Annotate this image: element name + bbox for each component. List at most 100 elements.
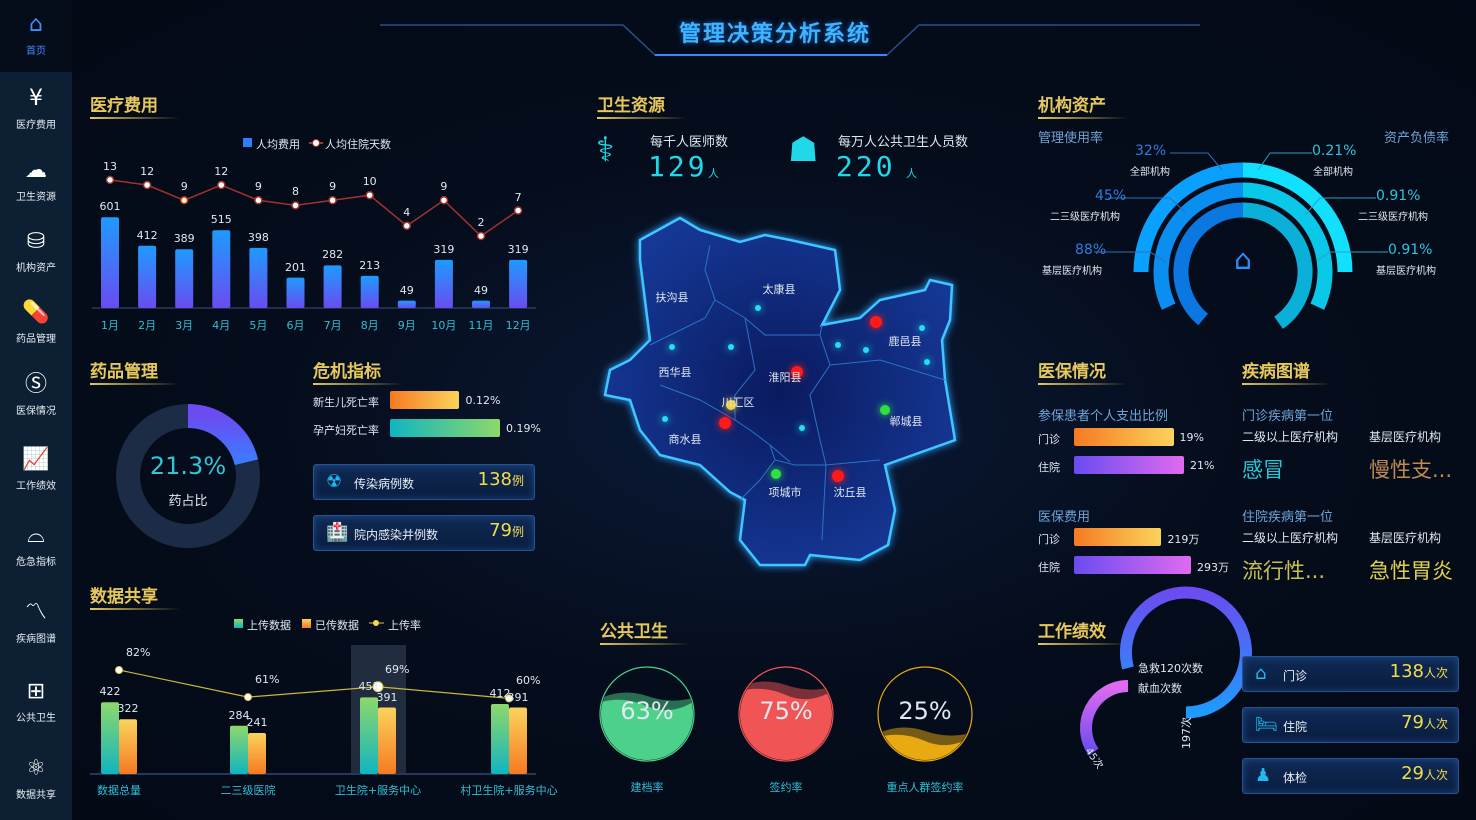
map-marker[interactable] (880, 405, 890, 415)
gauge-value: 25% (898, 697, 952, 725)
line-point[interactable] (217, 180, 226, 190)
line-point[interactable] (476, 231, 486, 241)
disease-subtitle: 住院疾病第一位 (1242, 510, 1334, 525)
bar-uploaded[interactable] (248, 733, 266, 774)
sidebar-item-9[interactable]: ⊞ 公共卫生 (0, 677, 72, 724)
line-point[interactable] (291, 201, 300, 210)
map-marker[interactable] (669, 344, 675, 350)
map-marker[interactable] (799, 425, 805, 431)
map-marker[interactable] (755, 305, 761, 311)
map-marker[interactable] (728, 344, 734, 350)
cost-label: 住院 (1038, 561, 1060, 574)
map-marker[interactable] (863, 347, 869, 353)
crisis-bar-label: 新生儿死亡率 (313, 396, 379, 409)
line-point[interactable] (402, 221, 412, 231)
bar-uploaded[interactable] (119, 719, 137, 774)
bar-7月[interactable] (323, 265, 342, 308)
performance-card[interactable]: ♟ 体检 29人次 (1242, 758, 1459, 794)
map-region-label[interactable]: 项城市 (768, 486, 802, 499)
bar-4月[interactable] (212, 230, 231, 308)
crisis-card[interactable]: 🏥 院内感染并例数 79例 (313, 515, 535, 551)
map-region-label[interactable]: 川汇区 (721, 396, 755, 409)
bar-2月[interactable] (138, 245, 157, 308)
map-region-label[interactable]: 鹿邑县 (888, 335, 922, 348)
line-point[interactable] (439, 196, 449, 205)
map-region-label[interactable]: 扶沟县 (655, 291, 689, 304)
bar-6月[interactable] (286, 277, 305, 308)
line-point[interactable] (142, 180, 152, 190)
bar-value-label: 284 (228, 708, 250, 722)
bar-upload[interactable] (360, 697, 378, 774)
drug-ratio-value: 21.3% (149, 452, 227, 480)
header-frame (380, 24, 1200, 56)
performance-card[interactable]: ⌂ 门诊 138人次 (1242, 656, 1459, 692)
line-point[interactable] (105, 175, 115, 185)
sidebar-item-2[interactable]: ☁ 卫生资源 (0, 156, 72, 203)
map-marker[interactable] (835, 342, 841, 348)
bar-12月[interactable] (509, 259, 528, 308)
rate-point[interactable] (115, 666, 123, 674)
sidebar-item-4[interactable]: 💊 药品管理 (0, 298, 72, 345)
bar-5月[interactable] (249, 247, 268, 308)
line-point[interactable] (365, 190, 374, 200)
bar-8月[interactable] (360, 275, 379, 308)
bar-uploaded[interactable] (509, 707, 527, 774)
map-marker[interactable] (919, 325, 925, 331)
sidebar-item-7[interactable]: ⌓ 危急指标 (0, 521, 72, 568)
bar-11月[interactable] (472, 300, 490, 308)
map-marker[interactable] (719, 417, 731, 429)
bar-upload[interactable] (230, 725, 248, 774)
line-point[interactable] (328, 196, 337, 205)
map-marker[interactable] (924, 359, 930, 365)
cost-title: 医保费用 (1038, 510, 1091, 525)
sidebar-item-10[interactable]: ⚛ 数据共享 (0, 754, 72, 801)
debt-value: 0.91% (1388, 242, 1433, 258)
bar-uploaded[interactable] (378, 707, 396, 774)
map-marker[interactable] (870, 316, 882, 328)
line-point[interactable] (254, 196, 263, 205)
map-region-label[interactable]: 淮阳县 (768, 371, 802, 384)
rate-point[interactable] (244, 693, 252, 702)
performance-card[interactable]: 🛏 住院 79人次 (1242, 707, 1459, 743)
sidebar-item-6[interactable]: 📈 工作绩效 (0, 445, 72, 492)
map-marker[interactable] (726, 400, 736, 410)
bar-10月[interactable] (434, 259, 453, 308)
crisis-card[interactable]: ☢ 传染病例数 138例 (313, 464, 535, 500)
sidebar-item-8[interactable]: 〽疾病图谱 (0, 598, 72, 645)
cost-bar (1074, 528, 1162, 546)
map-marker[interactable] (771, 469, 781, 479)
sidebar-item-3[interactable]: ⛁ 机构资产 (0, 227, 72, 274)
map-marker[interactable] (662, 416, 668, 422)
rate-value-label: 69% (385, 662, 410, 676)
bar-9月[interactable] (397, 300, 416, 308)
map-marker[interactable] (791, 366, 803, 378)
bar-3月[interactable] (175, 249, 194, 308)
map-region-label[interactable]: 商水县 (668, 433, 702, 446)
map-region-label[interactable]: 沈丘县 (833, 486, 867, 499)
bar-upload[interactable] (101, 702, 119, 774)
line-point[interactable] (513, 206, 523, 215)
cost-value: 219万 (1167, 533, 1200, 546)
map-region-label[interactable]: 郸城县 (889, 415, 923, 428)
usage-value: 88% (1075, 242, 1107, 258)
sidebar-item-5[interactable]: Ⓢ 医保情况 (0, 370, 72, 417)
map-region-label[interactable]: 西华县 (658, 366, 692, 379)
x-tick-label: 7月 (323, 319, 342, 332)
rate-point[interactable] (505, 694, 513, 703)
bar-upload[interactable] (491, 703, 509, 774)
map-outline[interactable] (603, 216, 957, 567)
sidebar-home-bg (0, 0, 72, 72)
map-marker[interactable] (832, 470, 844, 482)
line-point[interactable] (179, 196, 189, 205)
sidebar-item-0[interactable]: ⌂ 首页 (0, 10, 72, 57)
rate-line (118, 669, 510, 699)
rate-point[interactable] (372, 681, 384, 693)
usage-label: 基层医疗机构 (1042, 266, 1102, 277)
sidebar-item-1[interactable]: ¥ 医疗费用 (0, 84, 72, 131)
district-border (659, 384, 771, 446)
bar-1月[interactable] (101, 217, 119, 308)
disease-name: 流行性... (1242, 559, 1326, 583)
map-region-label[interactable]: 太康县 (762, 283, 796, 296)
